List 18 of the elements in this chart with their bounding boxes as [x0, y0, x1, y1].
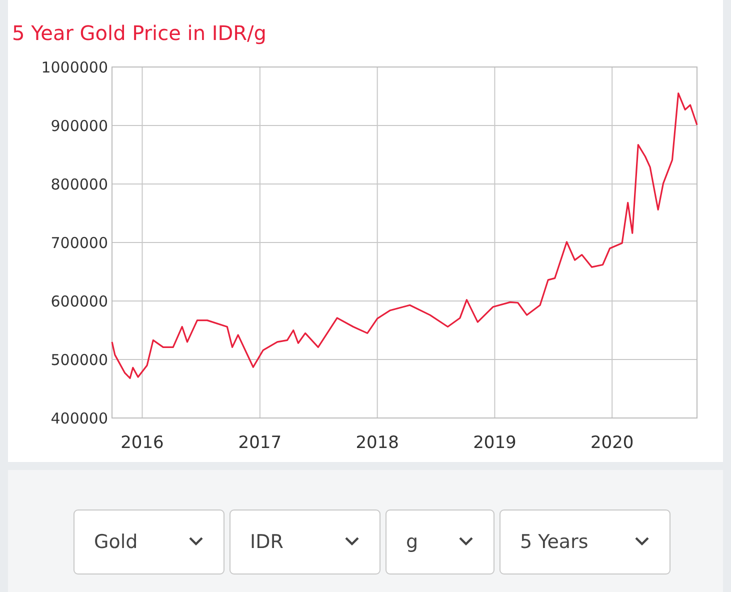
- y-tick-label: 900000: [50, 116, 108, 135]
- x-tick-label: 2020: [590, 433, 634, 453]
- y-tick-label: 1000000: [41, 58, 108, 76]
- dropdown: IDR: [230, 510, 380, 574]
- x-tick-label: 2019: [473, 433, 516, 453]
- x-tick-label: 2017: [238, 433, 282, 453]
- dropdown: Gold: [74, 510, 224, 574]
- dropdown: 5 Years: [500, 510, 670, 574]
- y-tick-label: 800000: [50, 175, 108, 194]
- y-tick-label: 500000: [50, 350, 108, 369]
- line-series: [111, 92, 698, 380]
- y-tick-label: 600000: [50, 292, 108, 310]
- y-tick-label: 400000: [50, 409, 108, 428]
- x-tick-label: 2018: [356, 433, 399, 453]
- dropdown: g: [386, 510, 494, 574]
- chart-title: 5 Year Gold Price in IDR/g: [12, 21, 266, 45]
- x-tick-label: 2016: [120, 433, 164, 453]
- y-tick-label: 700000: [50, 234, 108, 252]
